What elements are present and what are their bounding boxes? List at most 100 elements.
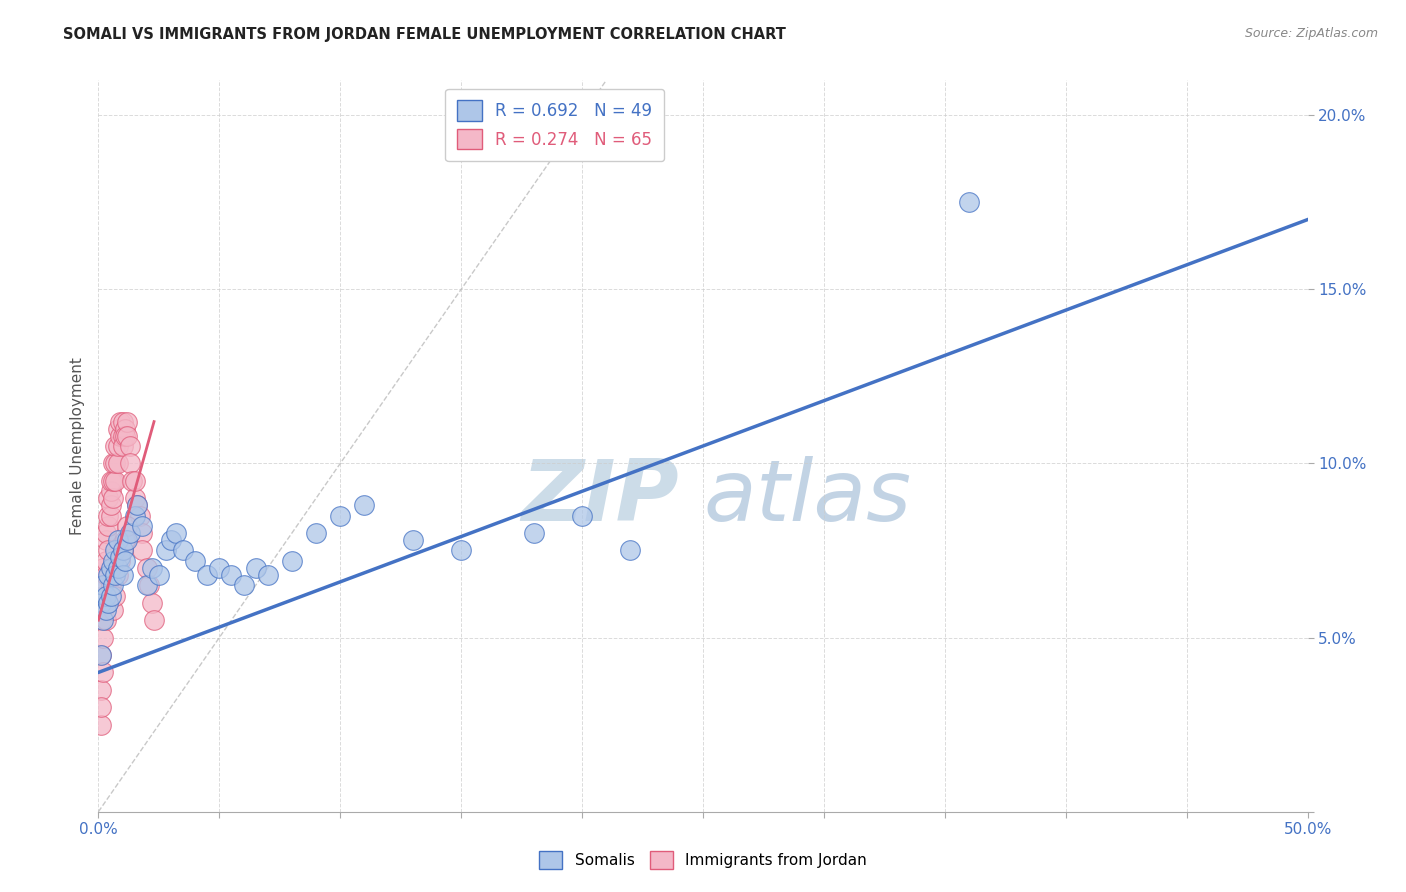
Point [114,428,136,442]
Point [94,554,117,568]
Point [104,567,127,582]
Point [124,508,146,523]
Point [108,428,131,442]
Point [97,596,120,610]
Point [141,596,163,610]
Point [523,526,546,541]
Point [91,589,114,603]
Point [117,428,139,442]
Point [450,543,472,558]
Point [97,508,120,523]
Point [353,498,375,512]
Point [90,596,112,610]
Point [104,474,127,488]
Point [101,457,124,471]
Point [90,613,112,627]
Point [402,533,425,547]
Legend: Somalis, Immigrants from Jordan: Somalis, Immigrants from Jordan [533,845,873,875]
Point [114,533,136,547]
Point [97,596,120,610]
Point [101,554,124,568]
Point [101,578,124,592]
Point [107,567,129,582]
Point [148,567,170,582]
Point [91,631,114,645]
Point [111,543,134,558]
Point [101,474,124,488]
Point [101,603,124,617]
Point [117,533,139,547]
Point [117,415,139,429]
Point [127,498,149,512]
Point [143,613,166,627]
Legend: R = 0.692   N = 49, R = 0.274   N = 65: R = 0.692 N = 49, R = 0.274 N = 65 [446,88,664,161]
Text: Source: ZipAtlas.com: Source: ZipAtlas.com [1244,27,1378,40]
Point [100,561,122,575]
Point [91,603,114,617]
Point [97,491,120,506]
Point [131,543,153,558]
Point [104,439,127,453]
Point [172,543,194,558]
Point [104,543,127,558]
Point [111,439,134,453]
Point [256,567,278,582]
Point [107,533,129,547]
Point [94,589,117,603]
Point [160,533,183,547]
Point [111,543,134,558]
Point [91,665,114,680]
Point [155,543,177,558]
Point [97,543,120,558]
Point [90,596,112,610]
Point [127,498,149,512]
Point [111,428,134,442]
Point [232,578,254,592]
Point [124,474,146,488]
Point [135,561,157,575]
Text: ZIP: ZIP [522,456,679,539]
Point [114,554,136,568]
Point [114,421,136,435]
Y-axis label: Female Unemployment: Female Unemployment [69,357,84,535]
Point [184,554,207,568]
Point [91,578,114,592]
Point [117,519,139,533]
Point [108,415,131,429]
Point [118,457,141,471]
Point [195,567,218,582]
Text: atlas: atlas [703,456,911,539]
Point [165,526,187,541]
Point [121,474,143,488]
Point [91,578,114,592]
Point [94,526,117,541]
Point [281,554,304,568]
Point [329,508,352,523]
Point [101,491,124,506]
Point [957,195,980,210]
Point [91,561,114,575]
Point [107,561,129,575]
Point [138,578,160,592]
Point [94,603,117,617]
Point [97,567,120,582]
Point [305,526,328,541]
Text: SOMALI VS IMMIGRANTS FROM JORDAN FEMALE UNEMPLOYMENT CORRELATION CHART: SOMALI VS IMMIGRANTS FROM JORDAN FEMALE … [63,27,786,42]
Point [107,457,129,471]
Point [100,508,122,523]
Point [131,519,153,533]
Point [100,484,122,499]
Point [108,550,131,565]
Point [571,508,593,523]
Point [111,415,134,429]
Point [97,519,120,533]
Point [100,474,122,488]
Point [107,421,129,435]
Point [100,498,122,512]
Point [104,589,127,603]
Point [104,457,127,471]
Point [619,543,641,558]
Point [90,682,112,697]
Point [208,561,231,575]
Point [111,567,134,582]
